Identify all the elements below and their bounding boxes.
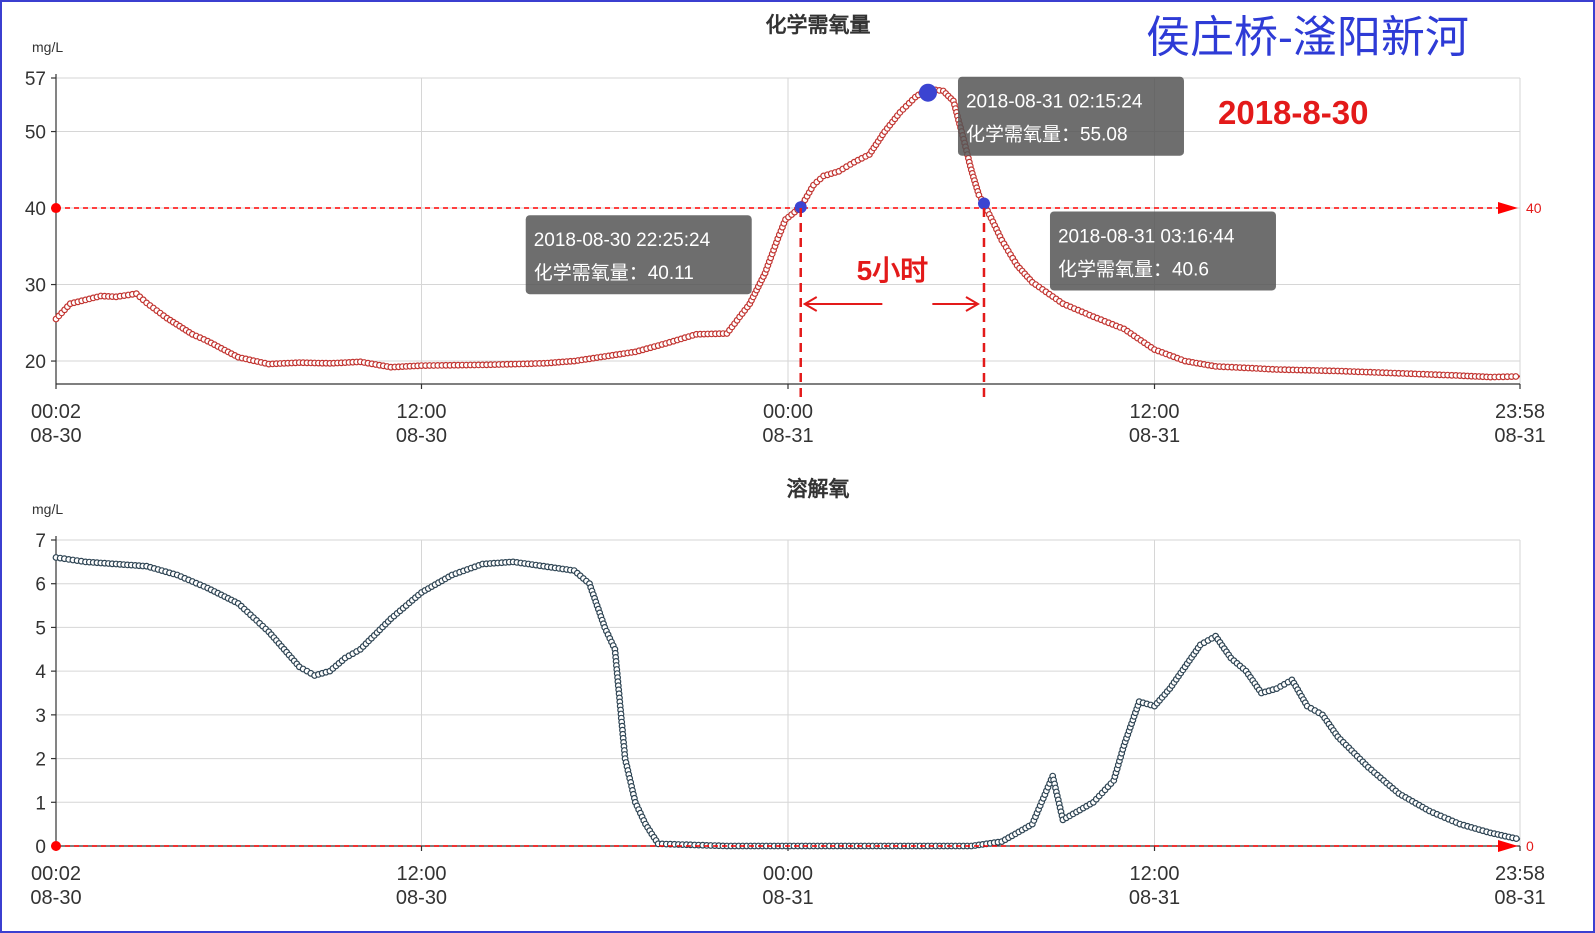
series-markers	[52, 85, 1520, 381]
y-tick-label: 20	[25, 352, 46, 373]
x-tick-date-label: 08-30	[396, 887, 447, 909]
threshold-label: 0	[1526, 838, 1534, 854]
x-tick-time-label: 00:02	[31, 863, 81, 885]
y-axis-unit: mg/L	[32, 39, 63, 55]
report-date: 2018-8-30	[1218, 94, 1368, 131]
y-tick-label: 50	[25, 123, 46, 144]
tooltip-box	[957, 76, 1184, 156]
annotation-marker	[977, 197, 990, 210]
tooltip-value: 化学需氧量：55.08	[966, 124, 1128, 146]
x-tick-time-label: 12:00	[1129, 863, 1179, 885]
x-tick-date-label: 08-31	[762, 425, 813, 447]
y-tick-label: 2	[35, 750, 46, 771]
chart-title: 化学需氧量	[766, 13, 871, 37]
x-tick-time-label: 00:02	[31, 401, 81, 423]
x-tick-time-label: 23:58	[1495, 401, 1545, 423]
threshold-start-dot	[51, 203, 61, 214]
x-tick-time-label: 00:00	[763, 863, 813, 885]
duration-annotation: 5小时	[799, 208, 986, 402]
x-tick-time-label: 12:00	[396, 401, 446, 423]
threshold-start-dot	[51, 841, 61, 851]
chart-title: 溶解氧	[787, 477, 850, 501]
tooltip-value: 化学需氧量：40.11	[534, 262, 694, 284]
y-tick-label: 40	[25, 199, 46, 220]
data-point	[1512, 835, 1520, 842]
x-tick-date-label: 08-30	[30, 425, 81, 447]
duration-left-arrowhead	[802, 296, 818, 312]
y-tick-label: 57	[25, 69, 46, 90]
y-tick-label: 4	[35, 662, 46, 683]
series-markers	[52, 554, 1520, 850]
x-tick-date-label: 08-31	[1129, 425, 1180, 447]
x-tick-date-label: 08-30	[396, 425, 447, 447]
y-axis-unit: mg/L	[32, 501, 63, 517]
annotation-marker	[794, 201, 807, 214]
tooltip-box	[525, 215, 752, 295]
threshold-arrowhead	[1498, 202, 1518, 215]
tooltip-time: 2018-08-31 03:16:44	[1058, 226, 1235, 247]
y-tick-label: 7	[35, 531, 46, 552]
duration-label: 5小时	[857, 255, 929, 286]
dissolved-oxygen-chart: 溶解氧mg/L0123456700:0208-3012:0008-3000:00…	[30, 477, 1545, 909]
x-tick-time-label: 00:00	[763, 401, 813, 423]
tooltip-time: 2018-08-31 02:15:24	[966, 92, 1143, 113]
tooltip-value: 化学需氧量：40.6	[1058, 258, 1209, 280]
x-tick-time-label: 23:58	[1495, 863, 1545, 885]
annotation-marker	[918, 83, 937, 102]
x-tick-date-label: 08-31	[1129, 887, 1180, 909]
y-tick-label: 1	[35, 793, 46, 814]
station-name: 侯庄桥-滏阳新河	[1146, 12, 1469, 63]
tooltip-box	[1049, 211, 1276, 291]
y-tick-label: 30	[25, 276, 46, 297]
x-tick-date-label: 08-31	[1494, 887, 1545, 909]
x-tick-time-label: 12:00	[396, 863, 446, 885]
threshold-label: 40	[1526, 200, 1542, 216]
x-tick-date-label: 08-30	[30, 887, 81, 909]
x-tick-time-label: 12:00	[1129, 401, 1179, 423]
duration-right-arrowhead	[965, 296, 980, 312]
threshold-arrowhead	[1498, 840, 1518, 852]
y-tick-label: 3	[35, 706, 46, 727]
cod-chart: 化学需氧量mg/L203040505700:0208-3012:0008-300…	[25, 13, 1546, 447]
y-tick-label: 6	[35, 575, 46, 596]
y-tick-label: 5	[35, 618, 46, 639]
y-tick-label: 0	[35, 837, 46, 858]
x-tick-date-label: 08-31	[762, 887, 813, 909]
data-point	[1512, 373, 1520, 380]
tooltip-time: 2018-08-30 22:25:24	[534, 230, 711, 251]
x-tick-date-label: 08-31	[1494, 425, 1545, 447]
